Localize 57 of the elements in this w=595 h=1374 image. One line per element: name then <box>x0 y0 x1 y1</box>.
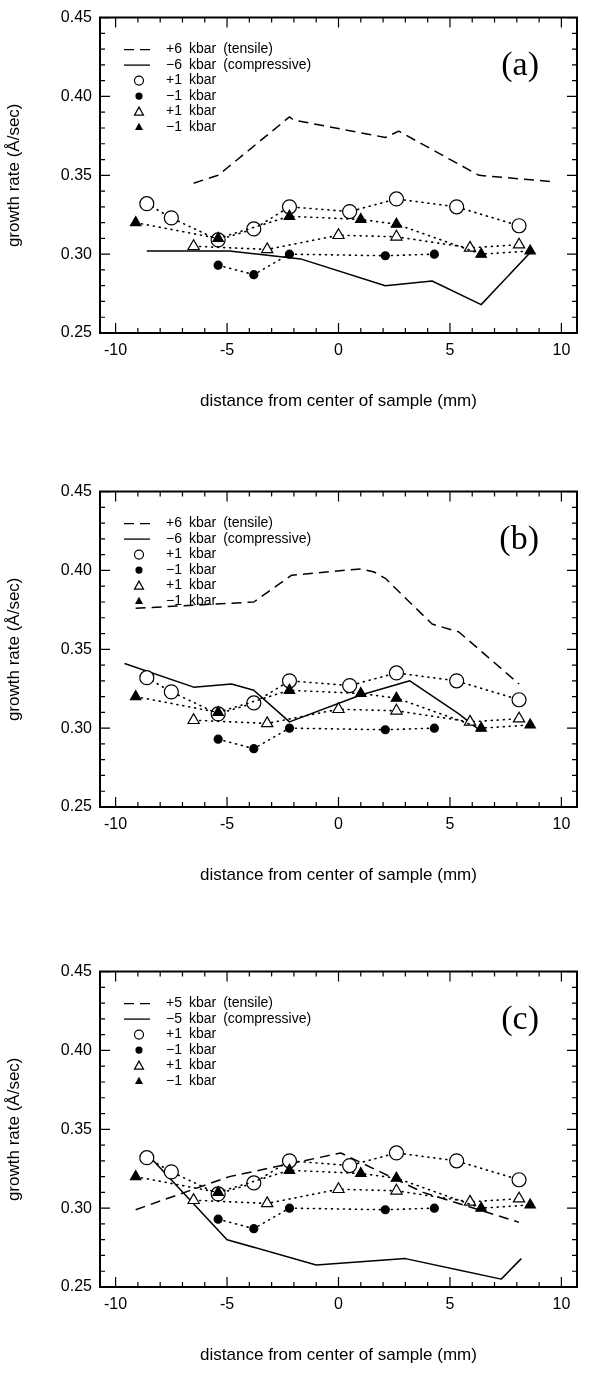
x-tick-label: -10 <box>104 1295 128 1313</box>
legend-label: +1 kbar <box>166 545 217 562</box>
y-tick-label: 0.30 <box>60 1198 93 1216</box>
y-tick-label: 0.40 <box>60 1040 93 1058</box>
legend-label: −6 kbar (compressive) <box>166 529 312 546</box>
y-tick-label: 0.35 <box>60 639 93 657</box>
y-tick-label: 0.25 <box>60 323 93 341</box>
legend-label: +6 kbar (tensile) <box>166 514 273 531</box>
legend-label: −1 kbar <box>166 86 217 103</box>
legend-label: −1 kbar <box>166 591 217 608</box>
text: (b) <box>499 518 539 557</box>
legend-label: +1 kbar <box>166 1056 217 1073</box>
legend-label: −5 kbar (compressive) <box>166 1009 312 1026</box>
y-tick-label: 0.35 <box>60 1119 93 1137</box>
legend-label: −6 kbar (compressive) <box>166 55 312 72</box>
y-axis-title: growth rate (Å/sec) <box>3 103 23 248</box>
x-tick-label: -5 <box>219 815 235 833</box>
y-tick-label: 0.40 <box>60 86 93 104</box>
legend-label: +6 kbar (tensile) <box>166 40 273 57</box>
x-tick-label: -10 <box>104 341 128 359</box>
x-axis-title: distance from center of sample (mm) <box>200 1345 477 1365</box>
y-tick-label: 0.45 <box>60 962 93 980</box>
x-tick-label: -10 <box>104 815 128 833</box>
x-tick-label: 5 <box>445 1295 455 1313</box>
legend-label: −1 kbar <box>166 117 217 134</box>
y-tick-label: 0.30 <box>60 718 93 736</box>
text: (c) <box>501 998 539 1037</box>
text: (a) <box>501 44 539 83</box>
legend-label: +1 kbar <box>166 576 217 593</box>
y-axis-title: growth rate (Å/sec) <box>3 577 23 722</box>
y-axis-title: growth rate (Å/sec) <box>3 1057 23 1202</box>
x-tick-label: 10 <box>552 1295 571 1313</box>
x-tick-label: 0 <box>334 1295 344 1313</box>
legend-label: −1 kbar <box>166 560 217 577</box>
y-tick-label: 0.40 <box>60 560 93 578</box>
x-axis-title: distance from center of sample (mm) <box>200 391 477 411</box>
y-tick-label: 0.45 <box>60 482 93 500</box>
legend-label: +1 kbar <box>166 71 217 88</box>
x-tick-label: 10 <box>552 815 571 833</box>
legend-label: +5 kbar (tensile) <box>166 994 273 1011</box>
x-tick-label: -5 <box>219 1295 235 1313</box>
legend-label: −1 kbar <box>166 1071 217 1088</box>
x-tick-label: 0 <box>334 815 344 833</box>
x-axis-title: distance from center of sample (mm) <box>200 865 477 885</box>
y-tick-label: 0.30 <box>60 244 93 262</box>
x-tick-label: 5 <box>445 341 455 359</box>
y-tick-label: 0.25 <box>60 1277 93 1295</box>
y-tick-label: 0.25 <box>60 797 93 815</box>
legend-label: +1 kbar <box>166 102 217 119</box>
x-tick-label: 0 <box>334 341 344 359</box>
legend-label: +1 kbar <box>166 1025 217 1042</box>
legend-label: −1 kbar <box>166 1040 217 1057</box>
y-tick-label: 0.35 <box>60 165 93 183</box>
y-tick-label: 0.45 <box>60 8 93 26</box>
x-tick-label: 10 <box>552 341 571 359</box>
x-tick-label: -5 <box>219 341 235 359</box>
x-tick-label: 5 <box>445 815 455 833</box>
